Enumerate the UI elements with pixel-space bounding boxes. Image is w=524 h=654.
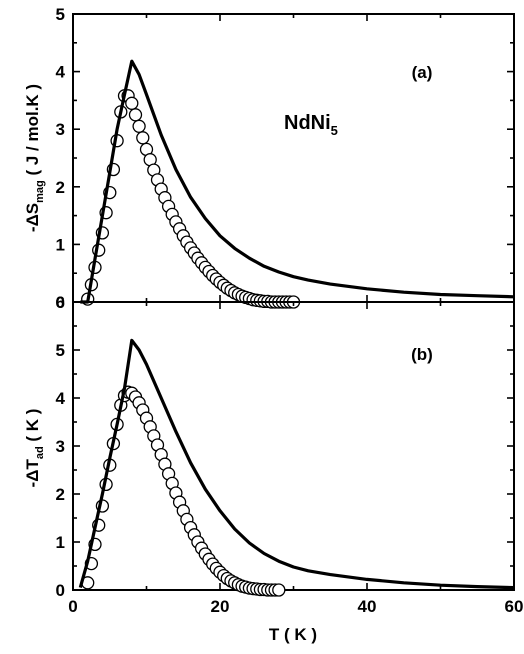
series-line bbox=[80, 59, 515, 304]
ytick-label: 2 bbox=[56, 178, 65, 197]
xtick-label: 40 bbox=[358, 597, 377, 616]
data-point bbox=[136, 131, 150, 145]
ytick-label: 0 bbox=[56, 293, 65, 312]
ytick-label: 4 bbox=[56, 63, 66, 82]
xtick-label: 60 bbox=[505, 597, 524, 616]
data-point bbox=[125, 96, 139, 110]
panel-b-label: (b) bbox=[411, 345, 433, 364]
ytick-label: 1 bbox=[56, 235, 65, 254]
xtick-label: 0 bbox=[68, 597, 77, 616]
panel-b-ticks bbox=[72, 301, 515, 591]
compound-annotation: NdNi5 bbox=[284, 112, 338, 138]
panel-b-ylabel-tail: ( K ) bbox=[23, 409, 42, 447]
data-point bbox=[132, 119, 146, 133]
ytick-label: 1 bbox=[56, 533, 65, 552]
compound-subscript: 5 bbox=[331, 123, 338, 138]
panel-a-frame bbox=[72, 13, 515, 303]
panel-a-ytick-labels: 0 1 2 3 4 5 bbox=[56, 5, 66, 312]
data-point bbox=[272, 583, 286, 597]
compound-name: NdNi bbox=[284, 112, 331, 134]
panel-b-ylabel: -ΔTad ( K ) bbox=[23, 409, 46, 488]
panel-a-ylabel: -ΔSmag ( J / mol.K ) bbox=[23, 84, 46, 232]
panel-a-lines bbox=[80, 59, 515, 304]
panel-a-label: (a) bbox=[412, 63, 433, 82]
panel-b-xtick-labels: 0 20 40 60 bbox=[68, 597, 523, 616]
panel-a-ylabel-sub: mag bbox=[34, 180, 46, 203]
panel-b-ytick-labels: 0 1 2 3 4 5 6 bbox=[56, 293, 66, 600]
panel-a-ylabel-tail: ( J / mol.K ) bbox=[23, 84, 42, 180]
panel-b-markers bbox=[81, 385, 286, 597]
ytick-label: 4 bbox=[56, 389, 66, 408]
ytick-label: 3 bbox=[56, 120, 65, 139]
ytick-label: 2 bbox=[56, 485, 65, 504]
panel-b: 0 1 2 3 4 5 6 0 20 40 60 (b) -ΔTad ( K ) T ( K ) bbox=[23, 293, 523, 644]
data-point bbox=[128, 108, 143, 122]
panel-b-ylabel-sub: ad bbox=[34, 446, 46, 459]
series-line bbox=[78, 338, 515, 590]
panel-b-ylabel-main: -ΔT bbox=[23, 459, 42, 488]
ytick-label: 5 bbox=[56, 5, 65, 24]
x-axis-title: T ( K ) bbox=[269, 625, 317, 644]
ytick-label: 0 bbox=[56, 581, 65, 600]
panel-a-ticks bbox=[72, 13, 515, 303]
panel-b-lines bbox=[78, 338, 515, 590]
ytick-label: 3 bbox=[56, 437, 65, 456]
panel-a-ylabel-main: -ΔS bbox=[23, 203, 42, 232]
xtick-label: 20 bbox=[211, 597, 230, 616]
ytick-label: 5 bbox=[56, 341, 65, 360]
panel-b-frame bbox=[72, 301, 515, 591]
ytick-label: 6 bbox=[56, 293, 65, 312]
